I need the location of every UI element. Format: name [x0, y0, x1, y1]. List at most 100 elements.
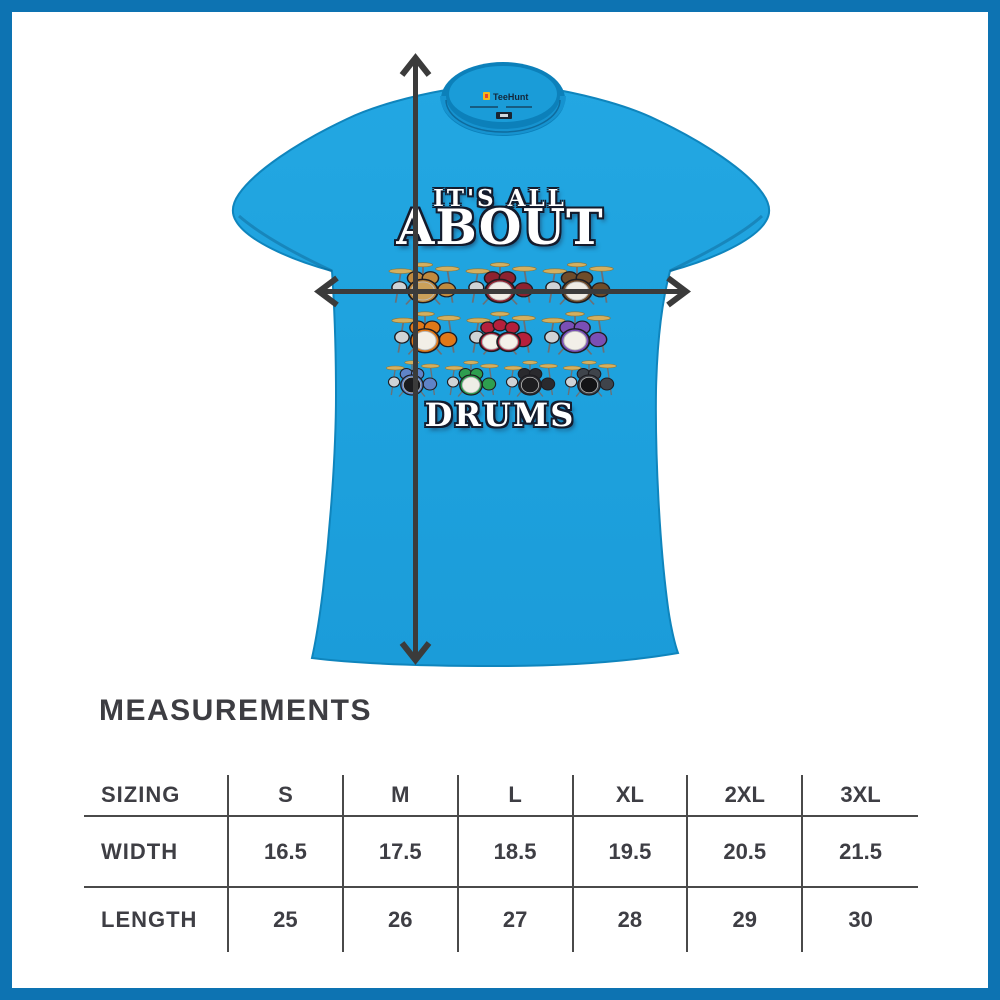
cymbal: [490, 262, 510, 268]
bass-drum-head: [487, 281, 513, 301]
floor-tom: [422, 377, 437, 391]
drum-stand: [405, 297, 413, 305]
floor-tom: [437, 282, 457, 298]
drum-stand: [596, 390, 602, 397]
table-value: 30: [848, 907, 873, 932]
cymbal: [567, 262, 587, 268]
table-value: 29: [688, 888, 804, 952]
cymbal: [436, 315, 461, 321]
size-col-header-3xl: 3XL: [803, 775, 918, 817]
drum-kit-orange-kit: [391, 311, 461, 355]
size-col-header-xl: XL: [573, 775, 689, 817]
table-value: 26: [344, 888, 459, 952]
drum-stand: [587, 297, 595, 305]
cymbal: [490, 311, 510, 317]
label-fineprint-right: [506, 106, 532, 108]
table-value: 18.5: [458, 817, 574, 888]
cymbal: [403, 360, 420, 365]
drum-stand: [557, 347, 565, 355]
cymbal: [415, 311, 435, 317]
size-table: SIZING S M L XL 2XL 3XL WIDTH 16.5 17.5 18.5 19.5 20…: [84, 775, 918, 952]
drum-kit-black-kit: [503, 360, 558, 397]
cymbal: [565, 311, 585, 317]
bass-drum-head: [564, 281, 590, 301]
cymbal: [503, 365, 522, 371]
bass-drum-head: [461, 376, 480, 394]
drum-row-2: [378, 305, 622, 355]
snare-drum: [564, 376, 577, 388]
collar-band-edge: [445, 99, 561, 133]
drum-stand: [398, 390, 404, 397]
snare-drum: [391, 281, 408, 294]
drum-stand: [559, 297, 567, 305]
sleeve-crease-right: [669, 214, 764, 273]
cymbal: [391, 317, 416, 324]
snare-drum: [446, 376, 459, 388]
table-value: 17.5: [343, 817, 459, 888]
drum-kit-purple-kit: [541, 311, 611, 355]
cymbal: [597, 363, 617, 369]
cymbal: [420, 363, 440, 369]
drum-kit-burgundy-kit: [465, 262, 537, 305]
snare-drum: [505, 376, 518, 388]
cymbal: [512, 266, 537, 272]
snare-drum: [387, 376, 400, 388]
drum-stand: [419, 390, 425, 397]
table-value: 28: [574, 888, 689, 952]
snare-drum: [394, 330, 410, 344]
bass-drum-head: [413, 331, 437, 351]
drum-kit-crimson-double-bass-kit: [466, 311, 536, 355]
cymbal: [413, 262, 433, 268]
tom-drum: [492, 318, 508, 332]
size-table-corner-header: SIZING: [84, 775, 229, 817]
drum-kit-brown-kit: [542, 262, 614, 305]
size-col-header-s: S: [229, 775, 344, 817]
floor-tom: [438, 331, 458, 348]
cymbal: [466, 317, 491, 324]
drum-stand: [433, 297, 441, 305]
floor-tom: [540, 377, 555, 391]
drum-kit-green-kit: [444, 360, 499, 397]
brand-logo-icon-dot: [485, 94, 488, 98]
tshirt-body: [231, 75, 771, 668]
cymbal: [542, 268, 568, 274]
bass-drum-head: [402, 376, 421, 394]
cymbal: [435, 266, 460, 272]
snare-drum: [545, 281, 562, 294]
drum-kits-grid: [378, 256, 622, 397]
bass-drum-head: [410, 281, 436, 301]
cymbal: [511, 315, 536, 321]
floor-tom: [481, 377, 496, 391]
drum-kit-blue-kit: [385, 360, 440, 397]
floor-tom: [588, 331, 608, 348]
drum-kit-charcoal-kit: [562, 360, 617, 397]
snare-drum: [468, 281, 485, 294]
size-tag-text: [500, 114, 508, 117]
row-label-length: LENGTH: [84, 888, 229, 952]
bass-drum-head: [520, 376, 539, 394]
table-value: 20.5: [688, 817, 804, 888]
design-text-line3: DRUMS: [424, 396, 576, 434]
drum-stand: [510, 297, 518, 305]
row-label-width: WIDTH: [84, 817, 229, 888]
cymbal: [562, 365, 581, 371]
size-col-header-m: M: [343, 775, 459, 817]
cymbal: [479, 363, 499, 369]
table-value: 21.5: [803, 817, 918, 888]
cymbal: [589, 266, 614, 272]
cymbal: [385, 365, 404, 371]
cymbal: [541, 317, 566, 324]
drum-stand: [516, 390, 522, 397]
bass-drum-head: [563, 331, 587, 351]
measurements-heading: MEASUREMENTS: [99, 694, 373, 727]
drum-stand: [457, 390, 463, 397]
drum-stand: [575, 390, 581, 397]
design-text-line2: ABOUT: [396, 198, 604, 256]
cymbal: [462, 360, 479, 365]
cymbal: [538, 363, 558, 369]
bass-drum-head: [579, 376, 598, 394]
table-value: 19.5: [573, 817, 689, 888]
floor-tom: [514, 282, 534, 298]
floor-tom: [599, 377, 614, 391]
cymbal: [388, 268, 414, 274]
